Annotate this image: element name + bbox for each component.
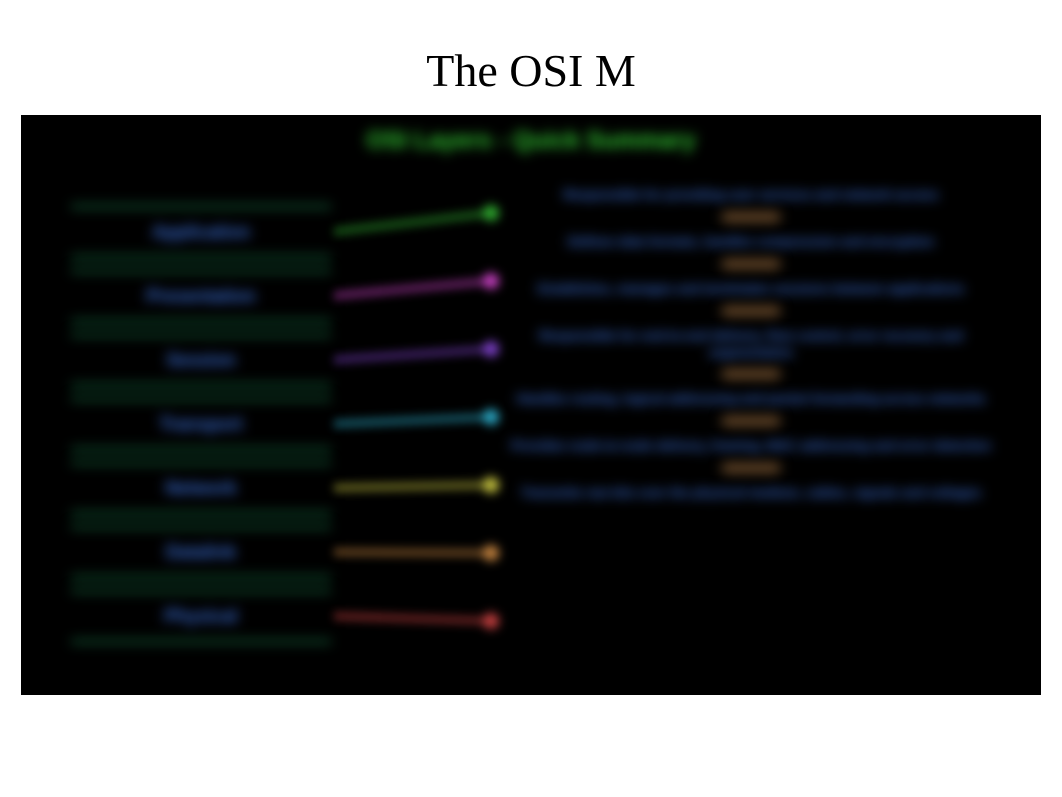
desc-text: Responsible for end-to-end delivery, flo… bbox=[501, 326, 1001, 364]
connector-line-physical bbox=[331, 616, 491, 621]
connector-dot-application bbox=[483, 205, 499, 221]
connector-line-application bbox=[331, 213, 491, 232]
connector-dot-session bbox=[483, 341, 499, 357]
connector-dot-physical bbox=[483, 613, 499, 629]
desc-separator bbox=[721, 259, 781, 269]
connector-line-datalink bbox=[331, 552, 491, 553]
desc-text: Provides node-to-node delivery, framing,… bbox=[507, 436, 995, 457]
layer-label: Presentation bbox=[146, 286, 255, 307]
desc-physical: Transmits raw bits over the physical med… bbox=[501, 483, 1001, 504]
desc-text: Defines data formats, handles compressio… bbox=[564, 232, 938, 253]
connector-line-transport bbox=[331, 417, 491, 424]
page-title: The OSI M bbox=[0, 0, 1062, 115]
desc-presentation: Defines data formats, handles compressio… bbox=[501, 232, 1001, 269]
layer-network: Network bbox=[71, 461, 331, 515]
layer-label: Physical bbox=[164, 606, 237, 627]
layer-transport: Transport bbox=[71, 397, 331, 451]
desc-text: Transmits raw bits over the physical med… bbox=[517, 483, 985, 504]
layer-label: Network bbox=[165, 478, 236, 499]
layer-session: Session bbox=[71, 333, 331, 387]
desc-separator bbox=[721, 416, 781, 426]
layer-label: Session bbox=[166, 350, 235, 371]
desc-text: Establishes, manages and terminates sess… bbox=[534, 279, 968, 300]
desc-session: Establishes, manages and terminates sess… bbox=[501, 279, 1001, 316]
connector-dot-presentation bbox=[483, 273, 499, 289]
desc-datalink: Provides node-to-node delivery, framing,… bbox=[501, 436, 1001, 473]
connector-line-network bbox=[331, 485, 491, 488]
desc-text: Handles routing, logical addressing and … bbox=[513, 389, 990, 410]
connector-dot-datalink bbox=[483, 545, 499, 561]
desc-network: Handles routing, logical addressing and … bbox=[501, 389, 1001, 426]
connector-dot-transport bbox=[483, 409, 499, 425]
desc-transport: Responsible for end-to-end delivery, flo… bbox=[501, 326, 1001, 380]
layer-datalink: Datalink bbox=[71, 525, 331, 579]
layer-label: Transport bbox=[159, 414, 242, 435]
connector-line-session bbox=[331, 349, 491, 360]
connector-line-presentation bbox=[331, 281, 491, 296]
layer-physical: Physical bbox=[71, 589, 331, 643]
layer-label: Datalink bbox=[166, 542, 236, 563]
connector-dot-network bbox=[483, 477, 499, 493]
desc-text: Responsible for providing user services … bbox=[560, 185, 943, 206]
layer-application: Application bbox=[71, 205, 331, 259]
layers-column: Application Presentation Session Transport N… bbox=[71, 205, 331, 653]
desc-separator bbox=[721, 463, 781, 473]
desc-application: Responsible for providing user services … bbox=[501, 185, 1001, 222]
layer-label: Application bbox=[152, 222, 250, 243]
osi-diagram: OSI Layers - Quick Summary Application Pr… bbox=[21, 115, 1041, 695]
diagram-title: OSI Layers - Quick Summary bbox=[21, 127, 1041, 155]
desc-separator bbox=[721, 212, 781, 222]
desc-separator bbox=[721, 369, 781, 379]
descriptions-column: Responsible for providing user services … bbox=[501, 185, 1001, 514]
layer-presentation: Presentation bbox=[71, 269, 331, 323]
desc-separator bbox=[721, 306, 781, 316]
